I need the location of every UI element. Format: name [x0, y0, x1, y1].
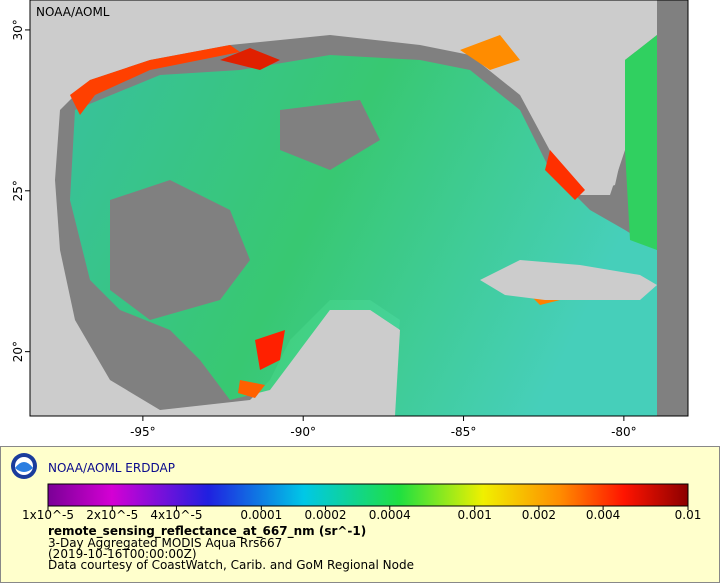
lat-tick-label: 25° — [11, 180, 25, 201]
colorbar-ticks: 1x10^-5 2x10^-5 4x10^-5 0.0001 0.0002 0.0004 0… — [22, 506, 701, 522]
colorbar-tick-label: 0.0001 — [240, 508, 282, 522]
lon-tick-label: -90° — [290, 425, 316, 439]
colorbar-tick-label: 1x10^-5 — [22, 508, 74, 522]
colorbar-tick-label: 0.004 — [586, 508, 620, 522]
coastal-high — [70, 45, 240, 115]
data-atlantic — [625, 35, 657, 250]
lon-tick-label: -85° — [451, 425, 477, 439]
data-swath — [70, 55, 657, 416]
colorbar — [47, 483, 689, 507]
map-frame — [29, 0, 689, 417]
map-image — [30, 0, 688, 416]
caption-line: (2019-10-16T00:00:00Z) — [48, 547, 197, 561]
lon-tick-label: -95° — [130, 425, 156, 439]
lat-tick-label: 20° — [11, 341, 25, 362]
variable-name: remote_sensing_reflectance_at_667_nm (sr… — [48, 524, 366, 539]
data-gap — [280, 100, 380, 170]
coastal-high — [545, 150, 585, 200]
colorbar-tick-label: 0.0004 — [369, 508, 411, 522]
colorbar-tick-label: 2x10^-5 — [86, 508, 138, 522]
caption-line: 3-Day Aggregated MODIS Aqua Rrs667 — [48, 536, 282, 550]
coastal-high — [460, 35, 520, 70]
caption-line: Data courtesy of CoastWatch, Carib. and … — [48, 558, 414, 572]
colorbar-tick-label: 0.001 — [457, 508, 491, 522]
noaa-logo — [11, 453, 37, 479]
yucatan — [270, 310, 400, 416]
coastal-high — [220, 48, 280, 70]
lon-tick-label: -80° — [611, 425, 637, 439]
legend-title: NOAA/AOML ERDDAP — [48, 461, 175, 475]
colorbar-tick-label: 4x10^-5 — [150, 508, 202, 522]
map-axes: -95° -90° -85° -80° 30° 25° 20° — [11, 19, 637, 439]
no-data-strip — [657, 0, 688, 416]
coastal-high — [238, 380, 265, 398]
cuba — [480, 260, 657, 300]
coastal-high — [255, 330, 285, 370]
watermark: NOAA/AOML — [36, 5, 110, 19]
florida — [520, 40, 625, 190]
colorbar-tick-label: 0.01 — [675, 508, 702, 522]
data-gap — [110, 180, 250, 320]
colorbar-tick-label: 0.0002 — [305, 508, 347, 522]
colorbar-tick-label: 0.002 — [522, 508, 556, 522]
lat-tick-label: 30° — [11, 19, 25, 40]
